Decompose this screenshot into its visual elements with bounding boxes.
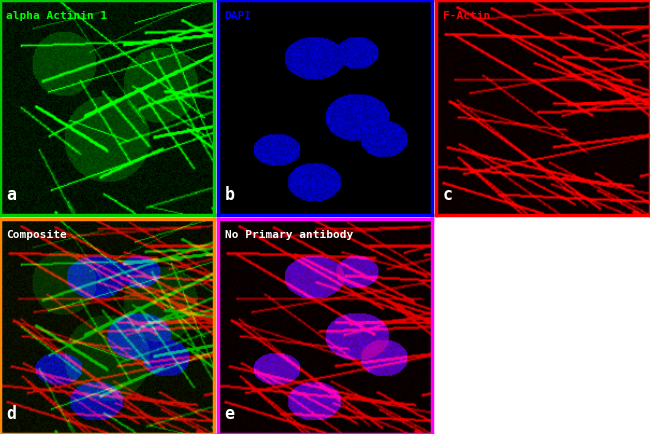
Text: d: d xyxy=(6,405,16,423)
Text: DAPI: DAPI xyxy=(224,11,252,21)
Text: Composite: Composite xyxy=(6,230,67,240)
Text: F-Actin: F-Actin xyxy=(443,11,490,21)
Text: b: b xyxy=(224,186,235,204)
Text: e: e xyxy=(224,405,235,423)
Text: alpha Actinin 1: alpha Actinin 1 xyxy=(6,11,108,21)
Text: a: a xyxy=(6,186,16,204)
Text: c: c xyxy=(443,186,452,204)
Text: No Primary antibody: No Primary antibody xyxy=(224,230,353,240)
